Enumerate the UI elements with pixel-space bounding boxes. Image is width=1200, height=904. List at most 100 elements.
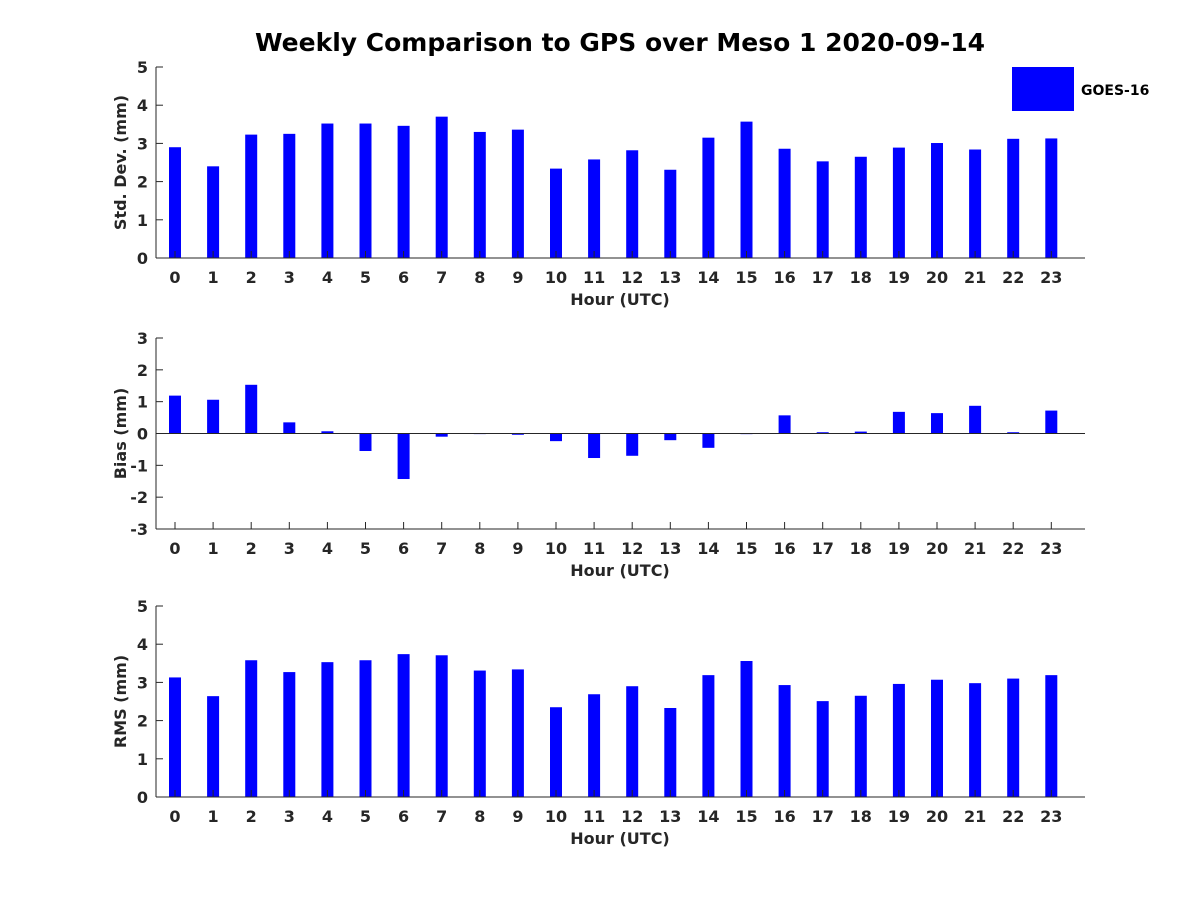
x-tick-label: 3 bbox=[284, 807, 295, 826]
bar-2-hour-11 bbox=[588, 694, 601, 797]
x-tick-label: 0 bbox=[169, 268, 180, 287]
legend-label: GOES-16 bbox=[1081, 83, 1149, 99]
x-tick-label: 12 bbox=[621, 807, 643, 826]
bar-2-hour-12 bbox=[626, 686, 639, 797]
y-tick-label: 5 bbox=[137, 597, 148, 616]
bar-0-hour-21 bbox=[969, 149, 982, 258]
bar-0-hour-6 bbox=[397, 125, 410, 258]
x-tick-label: 9 bbox=[512, 268, 523, 287]
y-tick-label: 3 bbox=[137, 329, 148, 348]
bar-1-hour-12 bbox=[626, 433, 639, 456]
bar-1-hour-1 bbox=[207, 399, 220, 434]
bar-1-hour-10 bbox=[550, 433, 562, 442]
bar-2-hour-10 bbox=[550, 707, 562, 797]
x-tick-label: 1 bbox=[208, 268, 219, 287]
bar-2-hour-1 bbox=[207, 696, 220, 797]
x-tick-label: 6 bbox=[398, 807, 409, 826]
x-tick-label: 3 bbox=[284, 539, 295, 558]
y-tick-label: -1 bbox=[130, 456, 148, 475]
bar-0-hour-20 bbox=[931, 143, 943, 258]
x-tick-label: 12 bbox=[621, 268, 643, 287]
bar-0-hour-1 bbox=[207, 166, 220, 258]
y-axis-label: Bias (mm) bbox=[111, 388, 130, 480]
bar-2-hour-13 bbox=[664, 707, 677, 797]
x-tick-label: 4 bbox=[322, 268, 333, 287]
x-tick-label: 5 bbox=[360, 268, 371, 287]
bar-0-hour-11 bbox=[588, 159, 601, 258]
y-tick-label: 4 bbox=[137, 635, 148, 654]
x-tick-label: 15 bbox=[735, 807, 757, 826]
chart-title: Weekly Comparison to GPS over Meso 1 202… bbox=[254, 28, 986, 57]
x-tick-label: 2 bbox=[246, 807, 257, 826]
bar-1-hour-0 bbox=[169, 395, 181, 434]
x-tick-label: 15 bbox=[735, 539, 757, 558]
x-tick-label: 4 bbox=[322, 539, 333, 558]
y-tick-label: 1 bbox=[137, 393, 148, 412]
bar-1-hour-6 bbox=[397, 433, 410, 480]
x-tick-label: 13 bbox=[659, 268, 681, 287]
x-tick-label: 10 bbox=[545, 807, 567, 826]
bar-2-hour-0 bbox=[169, 677, 181, 797]
bar-0-hour-12 bbox=[626, 150, 639, 258]
x-tick-label: 19 bbox=[888, 807, 910, 826]
bar-0-hour-16 bbox=[778, 148, 791, 258]
x-tick-label: 1 bbox=[208, 807, 219, 826]
legend: GOES-16 bbox=[1012, 67, 1149, 111]
bar-2-hour-6 bbox=[397, 654, 410, 797]
bar-1-hour-2 bbox=[245, 384, 258, 434]
x-axis-label: Hour (UTC) bbox=[570, 290, 670, 309]
y-axis-label: Std. Dev. (mm) bbox=[111, 95, 130, 230]
y-tick-label: -3 bbox=[130, 520, 148, 539]
x-tick-label: 4 bbox=[322, 807, 333, 826]
legend-swatch bbox=[1012, 67, 1074, 111]
bar-0-hour-9 bbox=[511, 129, 524, 258]
x-tick-label: 14 bbox=[697, 268, 719, 287]
bar-1-hour-17 bbox=[816, 432, 829, 434]
bar-0-hour-5 bbox=[359, 123, 372, 258]
x-tick-label: 8 bbox=[474, 807, 485, 826]
x-tick-label: 22 bbox=[1002, 268, 1024, 287]
x-tick-label: 6 bbox=[398, 268, 409, 287]
x-tick-label: 6 bbox=[398, 539, 409, 558]
bar-2-hour-20 bbox=[931, 679, 943, 797]
x-tick-label: 21 bbox=[964, 807, 986, 826]
x-tick-label: 17 bbox=[812, 268, 834, 287]
bar-0-hour-8 bbox=[473, 131, 486, 258]
x-tick-label: 21 bbox=[964, 268, 986, 287]
bar-1-hour-9 bbox=[511, 433, 524, 435]
x-tick-label: 17 bbox=[812, 807, 834, 826]
bar-2-hour-16 bbox=[778, 685, 791, 797]
y-tick-label: 3 bbox=[137, 134, 148, 153]
x-tick-label: 18 bbox=[850, 268, 872, 287]
bar-2-hour-9 bbox=[511, 669, 524, 797]
bar-2-hour-19 bbox=[892, 683, 905, 797]
bar-2-hour-17 bbox=[816, 701, 829, 797]
y-tick-label: 0 bbox=[137, 249, 148, 268]
x-tick-label: 22 bbox=[1002, 539, 1024, 558]
bar-0-hour-2 bbox=[245, 134, 258, 258]
x-axis-label: Hour (UTC) bbox=[570, 561, 670, 580]
bar-0-hour-3 bbox=[283, 133, 296, 258]
x-tick-label: 21 bbox=[964, 539, 986, 558]
x-tick-label: 23 bbox=[1040, 807, 1062, 826]
bar-2-hour-3 bbox=[283, 672, 296, 797]
bar-2-hour-5 bbox=[359, 660, 372, 797]
x-tick-label: 12 bbox=[621, 539, 643, 558]
bar-1-hour-4 bbox=[321, 431, 334, 434]
bar-1-hour-20 bbox=[931, 413, 943, 434]
bar-1-hour-18 bbox=[854, 431, 867, 434]
bar-0-hour-10 bbox=[550, 168, 562, 258]
bar-0-hour-14 bbox=[702, 137, 715, 258]
x-tick-label: 5 bbox=[360, 539, 371, 558]
bar-2-hour-18 bbox=[854, 695, 867, 797]
bar-0-hour-13 bbox=[664, 169, 677, 258]
bar-2-hour-8 bbox=[473, 670, 486, 797]
x-tick-label: 8 bbox=[474, 268, 485, 287]
bar-1-hour-14 bbox=[702, 433, 715, 448]
bar-2-hour-2 bbox=[245, 660, 258, 797]
y-tick-label: 5 bbox=[137, 58, 148, 77]
y-tick-label: 0 bbox=[137, 788, 148, 807]
x-tick-label: 11 bbox=[583, 807, 605, 826]
x-tick-label: 18 bbox=[850, 807, 872, 826]
